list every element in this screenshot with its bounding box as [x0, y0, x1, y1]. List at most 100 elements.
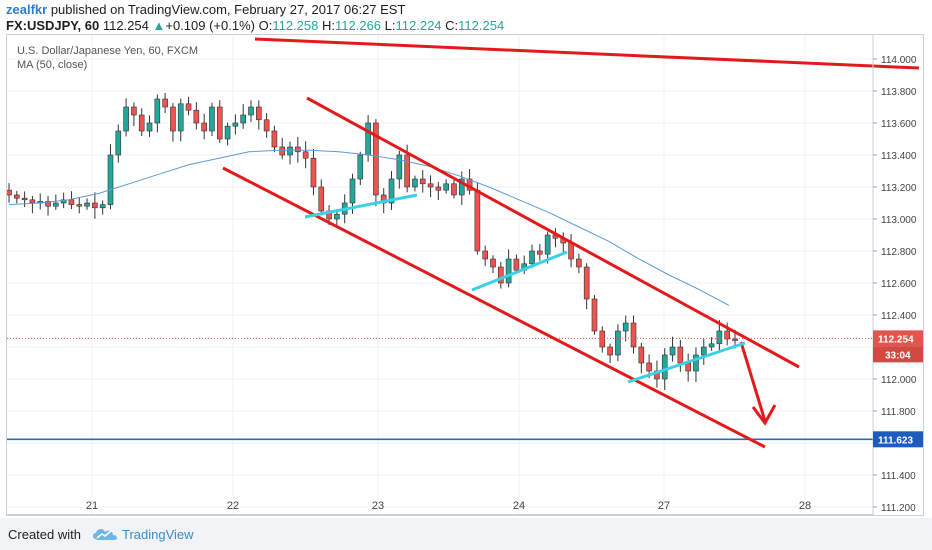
- candle-body: [435, 186, 442, 191]
- created-with-text: Created with: [8, 527, 81, 542]
- candle-body: [490, 258, 496, 268]
- candle-body: [513, 258, 520, 271]
- symbol-label: FX:USDJPY, 60: [6, 18, 100, 33]
- candle-body: [716, 330, 723, 345]
- chart-area[interactable]: 114.000 113.800 113.600 113.400 113.200 113.0…: [6, 34, 924, 516]
- candle-body: [607, 346, 613, 356]
- candle-body: [131, 106, 137, 116]
- candle-body: [373, 122, 379, 196]
- candle-body: [99, 204, 106, 209]
- candle-body: [279, 146, 286, 156]
- price-tick-label: 113.400: [881, 151, 917, 162]
- price-tick-label: 113.600: [881, 119, 917, 130]
- candle-body: [505, 258, 512, 284]
- time-tick-label: 28: [799, 500, 811, 512]
- grid: [7, 35, 873, 515]
- price-tick-label: 113.200: [881, 183, 917, 194]
- series-legend[interactable]: U.S. Dollar/Japanese Yen, 60, FXCM: [17, 45, 198, 57]
- candle-body: [404, 154, 410, 188]
- rising-trendline: [471, 250, 568, 292]
- candle-body: [287, 146, 293, 156]
- candle-body: [482, 250, 488, 260]
- publish-line: zealfkr published on TradingView.com, Fe…: [6, 2, 405, 17]
- candle-body: [443, 183, 449, 191]
- candle-body: [427, 183, 434, 188]
- candle-body: [248, 106, 254, 116]
- candle-body: [123, 106, 129, 132]
- time-axis[interactable]: 21 22 23 24 27 28: [86, 500, 811, 512]
- candle-body: [193, 109, 200, 124]
- candle-body: [451, 183, 457, 196]
- candle-body: [419, 178, 426, 185]
- candle-body: [138, 114, 145, 132]
- candle-body: [107, 154, 114, 205]
- candle-body: [7, 189, 12, 196]
- candle-body: [638, 346, 645, 364]
- author-link[interactable]: zealfkr: [6, 2, 48, 17]
- candle-body: [700, 346, 707, 356]
- quote-line: FX:USDJPY, 60 112.254 ▲+0.109 (+0.1%) O:…: [6, 18, 504, 33]
- candle-body: [669, 346, 676, 356]
- candle-body: [310, 157, 317, 188]
- price-tick-label: 111.400: [881, 471, 916, 482]
- close-label: C:: [445, 18, 459, 33]
- candle-body: [14, 194, 20, 199]
- candle-body: [115, 130, 122, 156]
- countdown-tag-bg: [873, 346, 923, 363]
- candle-body: [529, 250, 535, 265]
- ma-line: [8, 149, 730, 306]
- candle-body: [177, 103, 184, 132]
- price-tick-label: 111.200: [881, 503, 916, 514]
- candle-body: [45, 201, 51, 207]
- high-value: 112.266: [335, 18, 382, 33]
- candle-body: [256, 106, 262, 121]
- ma-legend[interactable]: MA (50, close): [17, 59, 88, 71]
- open-value: 112.258: [272, 18, 319, 33]
- candle-body: [732, 338, 738, 341]
- candle-body: [646, 362, 652, 372]
- tradingview-cloud-icon[interactable]: [92, 526, 118, 542]
- candle-body: [630, 322, 637, 348]
- candle-body: [458, 178, 465, 196]
- candle-body: [724, 330, 730, 340]
- candle-body: [615, 330, 621, 356]
- candle-body: [708, 343, 715, 348]
- candle-body: [318, 186, 325, 212]
- candle-body: [162, 98, 168, 108]
- candle-body: [334, 213, 340, 220]
- last-price: 112.254: [102, 18, 149, 33]
- candle-body: [263, 119, 270, 132]
- tradingview-brand[interactable]: TradingView: [122, 527, 194, 542]
- candle-body: [209, 106, 215, 132]
- price-axis[interactable]: 114.000 113.800 113.600 113.400 113.200 113.0…: [7, 35, 917, 515]
- candle-body: [53, 202, 59, 207]
- candle-body: [146, 122, 153, 132]
- candle-body: [232, 122, 239, 127]
- candle-body: [84, 202, 90, 207]
- published-text: published on TradingView.com, February 2…: [50, 2, 406, 17]
- last-price-tag: 112.254: [873, 330, 923, 347]
- close-value: 112.254: [458, 18, 505, 33]
- channel-lower-line: [222, 166, 766, 449]
- candle-body: [591, 298, 598, 332]
- last-price-tag-text: 112.254: [878, 334, 914, 345]
- candle-body: [365, 122, 371, 156]
- candle-body: [29, 199, 36, 204]
- candle-body: [498, 266, 504, 284]
- drawings: [7, 37, 920, 449]
- candle-body: [60, 199, 67, 204]
- candle-body: [677, 346, 684, 364]
- countdown-tag-text: 33:04: [885, 350, 911, 361]
- candle-body: [685, 362, 691, 372]
- footer: Created with TradingView: [0, 518, 932, 550]
- candle-body: [568, 242, 574, 260]
- candle-body: [92, 202, 98, 209]
- candle-body: [576, 258, 582, 268]
- long-trendline: [254, 37, 920, 70]
- support-level-tag-text: 111.623: [878, 435, 913, 446]
- last-price-tag-bg: [873, 330, 923, 347]
- chart-canvas[interactable]: 114.000 113.800 113.600 113.400 113.200 113.0…: [7, 35, 923, 515]
- time-tick-label: 22: [227, 500, 239, 512]
- candles: [7, 92, 738, 390]
- channel-upper-line: [306, 96, 800, 369]
